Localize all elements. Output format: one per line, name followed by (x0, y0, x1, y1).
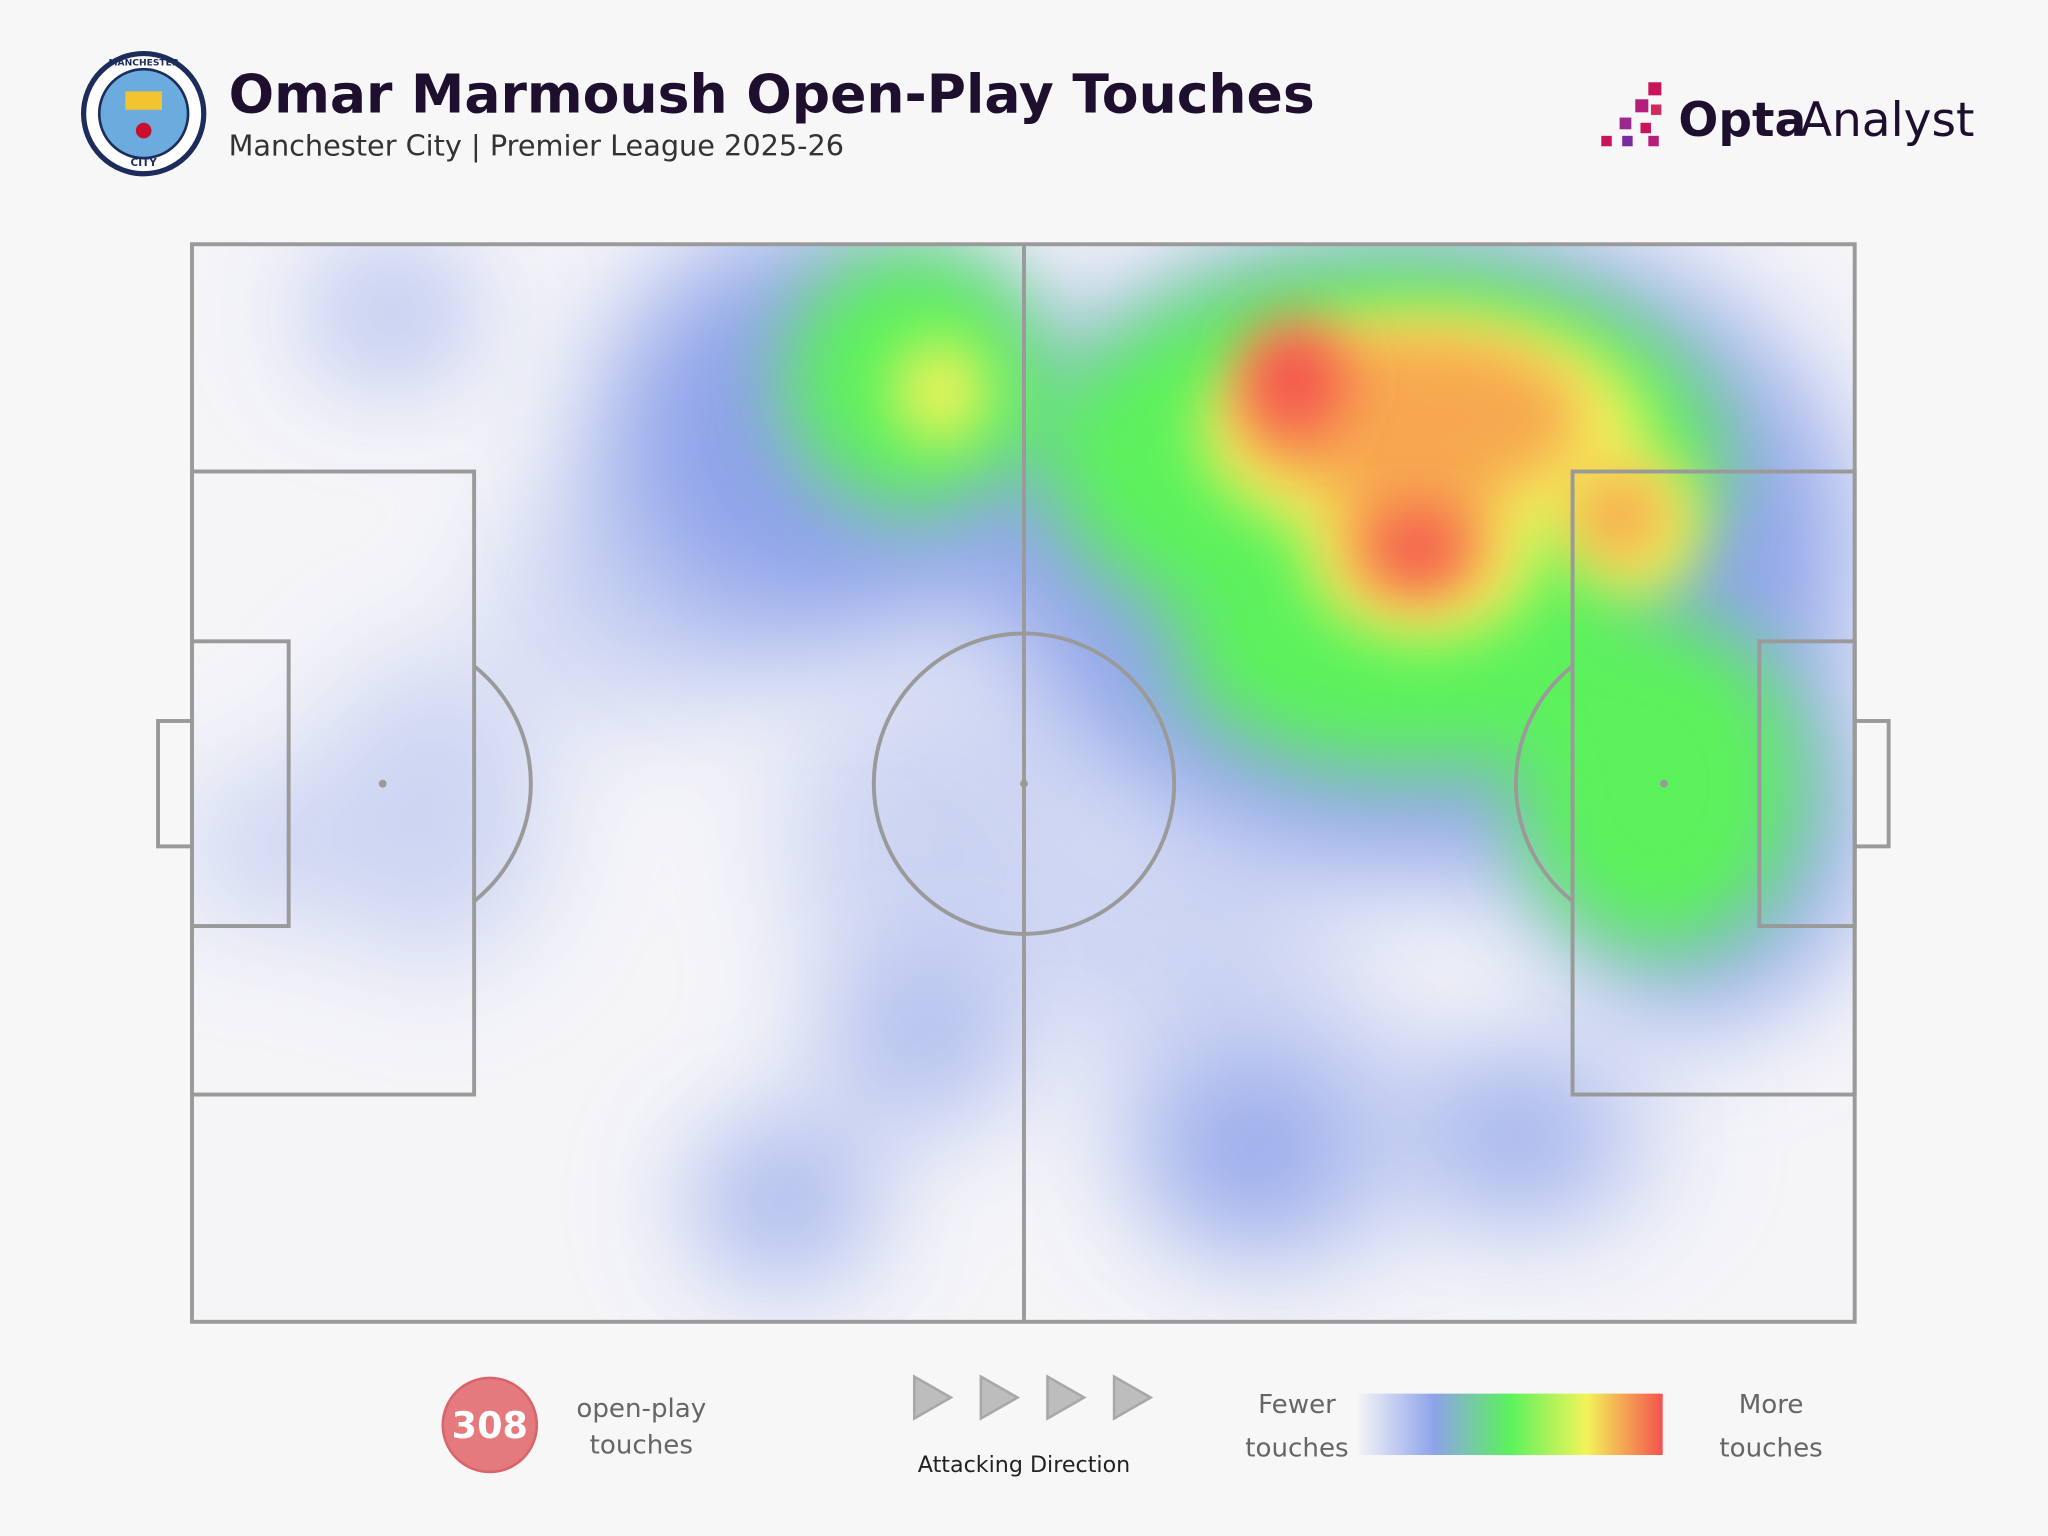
direction-label: Attacking Direction (918, 1452, 1130, 1478)
brand-name: Opta (1678, 93, 1806, 148)
touch-count: 308 (452, 1404, 528, 1447)
color-scale (1358, 1393, 1663, 1456)
badge-bottom: CITY (131, 157, 158, 169)
scale-low: touches (1245, 1433, 1348, 1463)
scale-high: More (1739, 1390, 1804, 1420)
title: Omar Marmoush Open-Play Touches (229, 62, 1315, 125)
badge-top: MANCHESTER (108, 58, 178, 68)
count-label: open-play (576, 1394, 706, 1424)
club-badge: MANCHESTER CITY (80, 50, 207, 177)
scale-low: Fewer (1258, 1390, 1336, 1420)
scale-high: touches (1719, 1433, 1822, 1463)
count-label: touches (590, 1431, 693, 1461)
subtitle: Manchester City | Premier League 2025-26 (229, 128, 845, 162)
brand-suffix: Analyst (1800, 93, 1975, 148)
pitch (156, 242, 1891, 1324)
count-badge (441, 1376, 539, 1474)
brand-logo: Opta Analyst (1601, 82, 1974, 148)
direction-arrows (912, 1374, 1154, 1421)
